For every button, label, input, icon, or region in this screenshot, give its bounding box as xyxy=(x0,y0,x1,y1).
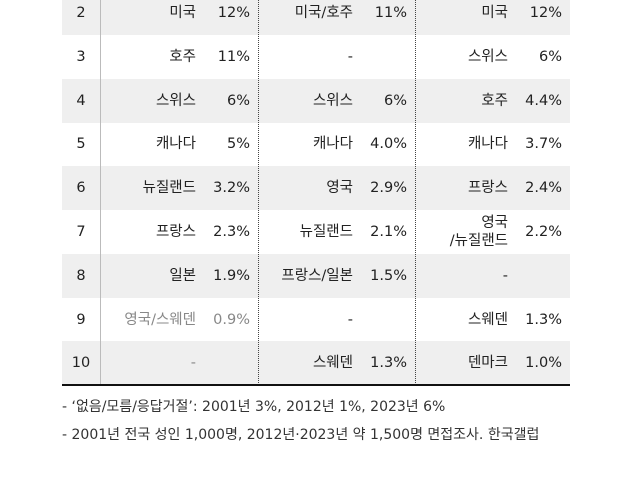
percent: 2.3% xyxy=(213,224,250,240)
table-row: 7 프랑스 2.3% 뉴질랜드 2.1% 영국 /뉴질랜드 2.2% xyxy=(62,210,570,254)
country: 캐나다 xyxy=(155,136,196,153)
percent: 2.1% xyxy=(370,224,407,240)
percent: 1.9% xyxy=(213,267,250,284)
rank: 3 xyxy=(76,48,86,65)
country: 호주 xyxy=(169,48,196,65)
table-row: 9 영국/스웨덴 0.9% - 스웨덴 1.3% xyxy=(62,298,570,342)
country: 스위스 xyxy=(312,92,353,109)
footnote: - ‘없음/모름/응답거절’: 2001년 3%, 2012년 1%, 2023… xyxy=(62,399,446,415)
rank: 7 xyxy=(76,224,86,240)
percent: 1.0% xyxy=(525,355,562,372)
country: 스위스 xyxy=(467,48,508,65)
country: 호주 xyxy=(481,92,508,109)
country: 스웨덴 xyxy=(312,355,353,372)
percent: 3.2% xyxy=(213,180,250,197)
column-divider xyxy=(100,0,101,385)
percent: 4.0% xyxy=(370,136,407,153)
table-row: 10 - 스웨덴 1.3% 덴마크 1.0% xyxy=(62,341,570,386)
country: 캐나다 xyxy=(467,136,508,153)
table-row: 6 뉴질랜드 3.2% 영국 2.9% 프랑스 2.4% xyxy=(62,166,570,211)
country: 프랑스 xyxy=(155,224,196,240)
country: 미국 xyxy=(169,5,196,21)
percent: 2.9% xyxy=(370,180,407,197)
table-row: 4 스위스 6% 스위스 6% 호주 4.4% xyxy=(62,78,570,123)
percent: 2.2% xyxy=(525,224,562,240)
percent: 1.3% xyxy=(525,311,562,328)
percent: 11% xyxy=(217,48,250,65)
percent: 5% xyxy=(226,136,250,153)
country: 프랑스 xyxy=(467,180,508,197)
country: 프랑스/일본 xyxy=(281,267,353,284)
percent: 11% xyxy=(374,5,407,21)
country: 영국/스웨덴 xyxy=(124,311,196,328)
country: 스위스 xyxy=(155,92,196,109)
table-row: 5 캐나다 5% 캐나다 4.0% 캐나다 3.7% xyxy=(62,122,570,166)
percent: 2.4% xyxy=(525,180,562,197)
percent: 4.4% xyxy=(525,92,562,109)
country: 미국/호주 xyxy=(294,5,353,21)
percent: 12% xyxy=(217,5,250,21)
rank: 6 xyxy=(76,180,86,197)
country: 미국 xyxy=(481,5,508,21)
percent: 0.9% xyxy=(213,311,250,328)
country: - xyxy=(502,267,508,284)
table-row: 3 호주 11% - 스위스 6% xyxy=(62,35,570,79)
percent: 12% xyxy=(529,5,562,21)
country: - xyxy=(347,48,353,65)
country: 영국 xyxy=(326,180,353,197)
rank: 2 xyxy=(76,5,86,21)
country: - xyxy=(190,355,196,372)
country: 캐나다 xyxy=(312,136,353,153)
country: 뉴질랜드 xyxy=(299,224,353,240)
percent: 1.3% xyxy=(370,355,407,372)
column-divider xyxy=(258,0,259,385)
rank: 10 xyxy=(71,355,91,372)
percent: 6% xyxy=(383,92,407,109)
percent: 6% xyxy=(538,48,562,65)
country: 덴마크 xyxy=(467,355,508,372)
table-bottom-border xyxy=(62,384,570,386)
rank: 8 xyxy=(76,267,86,284)
column-divider xyxy=(415,0,416,385)
footnote: - 2001년 전국 성인 1,000명, 2012년·2023년 약 1,50… xyxy=(62,427,540,443)
percent: 3.7% xyxy=(525,136,562,153)
country: 스웨덴 xyxy=(467,311,508,328)
rank: 9 xyxy=(76,311,86,328)
country: 일본 xyxy=(169,267,196,284)
rank: 4 xyxy=(76,92,86,109)
country: - xyxy=(347,311,353,328)
table-row: 8 일본 1.9% 프랑스/일본 1.5% - xyxy=(62,253,570,298)
country: 뉴질랜드 xyxy=(142,180,196,197)
country: 영국 /뉴질랜드 xyxy=(449,215,508,249)
percent: 6% xyxy=(226,92,250,109)
rank: 5 xyxy=(76,136,86,153)
percent: 1.5% xyxy=(370,267,407,284)
table-row: 2 미국 12% 미국/호주 11% 미국 12% xyxy=(62,0,570,35)
